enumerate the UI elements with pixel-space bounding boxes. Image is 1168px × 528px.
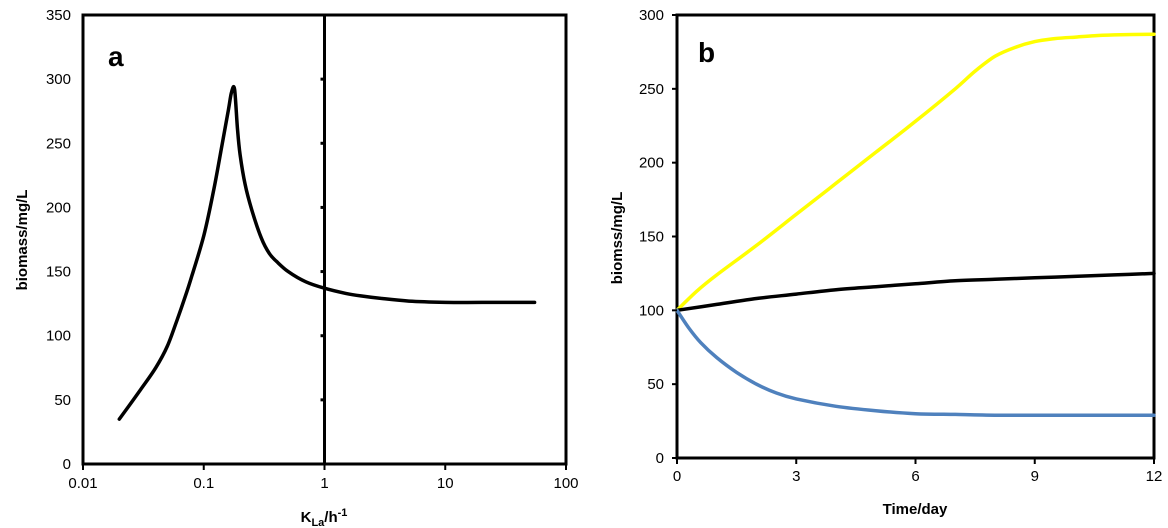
panel-a-y-tick-label: 200	[46, 199, 71, 216]
panel-b-plot-frame	[675, 13, 1156, 460]
panel-b-y-tick-label: 300	[639, 7, 664, 24]
panel-b-x-ticks: 0 3 6 9 12	[673, 458, 1163, 485]
panel-b-x-tick-label: 0	[673, 468, 681, 485]
panel-a-x-tick-label: 10	[437, 475, 454, 492]
panel-a-series-line-0	[117, 84, 537, 421]
panel-b-series-line-0	[675, 32, 1156, 313]
panel-a-x-tick-label: 1	[320, 475, 328, 492]
panel-b-series-line-2	[675, 308, 1156, 417]
panel-a-x-axis-title-superscript: -1	[338, 507, 348, 519]
panel-b-x-tick-label: 9	[1031, 468, 1039, 485]
panel-a-x-axis-title: KLa/h-1	[301, 507, 348, 528]
panel-b-y-tick-label: 100	[639, 302, 664, 319]
panel-b-series-line-1	[675, 271, 1156, 313]
panel-b-y-tick-label: 0	[656, 450, 664, 467]
panel-a-y-tick-label: 300	[46, 71, 71, 88]
panel-b-y-axis-title: biomss/mg/L	[609, 192, 626, 285]
panel-b-y-tick-label: 150	[639, 229, 664, 246]
panel-a: 0 50 100 150 200 250 300 350 0.01 0.1 1 10 100 a bi…	[14, 7, 579, 528]
panel-b-x-axis-title: Time/day	[883, 501, 948, 518]
panel-a-x-axis-title-main: K	[301, 509, 312, 526]
panel-a-series-group	[117, 84, 537, 421]
panel-a-y-axis-title: biomass/mg/L	[14, 190, 31, 291]
panel-a-x-axis-title-subscript: La	[311, 517, 325, 528]
panel-a-y-tick-label: 50	[54, 392, 71, 409]
panel-a-x-ticks: 0.01 0.1 1 10 100	[68, 464, 579, 492]
panel-b-y-tick-label: 50	[647, 376, 664, 393]
panel-a-letter: a	[108, 41, 124, 72]
panel-b-x-tick-label: 6	[911, 468, 919, 485]
panel-b-y-tick-label: 200	[639, 155, 664, 172]
panel-a-x-tick-label: 0.01	[68, 475, 97, 492]
panel-a-y-tick-label: 0	[63, 456, 71, 473]
panel-b-series-group	[675, 32, 1156, 417]
panel-a-y-ticks: 0 50 100 150 200 250 300 350	[46, 7, 325, 473]
panel-a-x-axis-title-unit: /h	[324, 509, 337, 526]
panel-a-x-tick-label: 0.1	[193, 475, 214, 492]
panel-b-y-tick-label: 250	[639, 81, 664, 98]
panel-b-y-ticks: 0 50 100 150 200 250 300	[639, 7, 677, 467]
panel-a-y-tick-label: 100	[46, 328, 71, 345]
panel-a-y-tick-label: 150	[46, 264, 71, 281]
panel-b-letter: b	[698, 37, 715, 68]
panel-b-x-tick-label: 3	[792, 468, 800, 485]
panel-a-x-tick-label: 100	[553, 475, 578, 492]
panel-b-x-tick-label: 12	[1146, 468, 1163, 485]
panel-a-y-tick-label: 350	[46, 7, 71, 24]
panel-a-y-tick-label: 250	[46, 135, 71, 152]
